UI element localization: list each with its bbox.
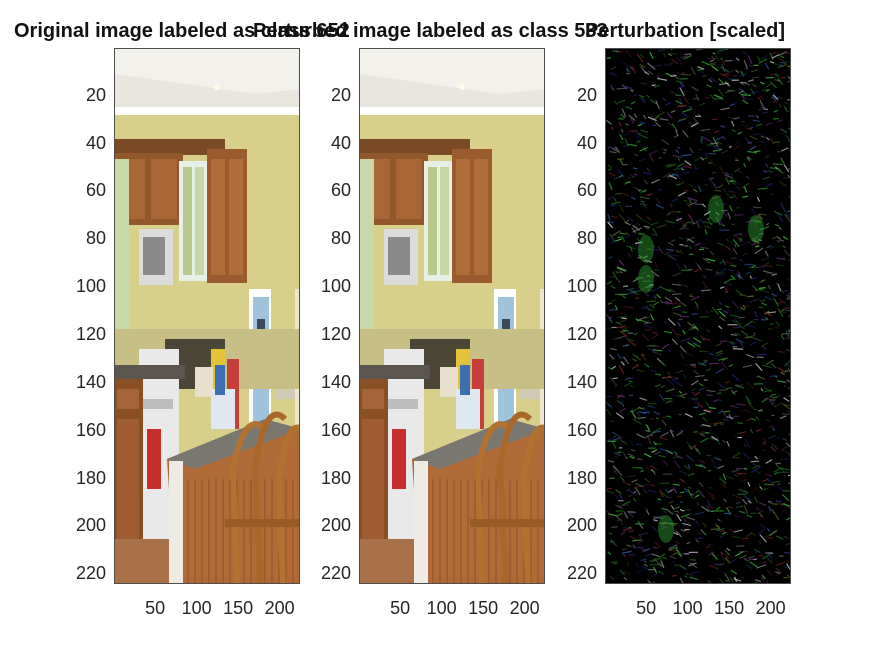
window bbox=[115, 159, 129, 329]
y-tick-label: 100 bbox=[566, 276, 597, 297]
panel-3-title: Perturbation [scaled] bbox=[585, 20, 786, 42]
x-tick-label: 100 bbox=[672, 598, 703, 618]
y-tick-label: 220 bbox=[566, 563, 597, 584]
panel-3-image-axes bbox=[605, 48, 791, 584]
x-tick-label: 150 bbox=[223, 598, 254, 618]
chair bbox=[229, 421, 268, 583]
y-tick-label: 220 bbox=[75, 563, 106, 584]
y-tick-label: 20 bbox=[576, 84, 597, 105]
y-tick-label: 200 bbox=[320, 515, 351, 536]
panel-1-image-axes bbox=[114, 48, 300, 584]
panel-2-title: Perturbed image labeled as class 533 bbox=[253, 20, 608, 42]
upper-cabinet-trim bbox=[360, 139, 470, 155]
x-tick-label: 200 bbox=[755, 598, 786, 618]
chair bbox=[474, 421, 513, 583]
upper-cabinet-trim bbox=[115, 139, 225, 155]
y-tick-label: 20 bbox=[330, 84, 351, 105]
y-tick-label: 60 bbox=[330, 180, 351, 201]
x-tick-label: 100 bbox=[426, 598, 457, 618]
y-tick-label: 120 bbox=[320, 323, 351, 344]
y-tick-label: 160 bbox=[75, 419, 106, 440]
y-tick-label: 140 bbox=[320, 371, 351, 392]
x-tick-label: 50 bbox=[636, 598, 657, 618]
towel bbox=[147, 429, 161, 489]
chair bbox=[496, 411, 533, 583]
y-tick-label: 20 bbox=[85, 84, 106, 105]
y-tick-label: 200 bbox=[566, 515, 597, 536]
y-tick-label: 60 bbox=[576, 180, 597, 201]
x-tick-label: 100 bbox=[181, 598, 212, 618]
x-tick-label: 200 bbox=[509, 598, 540, 618]
x-tick-label: 50 bbox=[390, 598, 411, 618]
y-tick-label: 40 bbox=[576, 132, 597, 153]
y-tick-label: 80 bbox=[85, 228, 106, 249]
kitchen-photo bbox=[360, 49, 544, 583]
y-tick-label: 60 bbox=[85, 180, 106, 201]
y-tick-label: 120 bbox=[566, 323, 597, 344]
towel bbox=[392, 429, 406, 489]
panel-1-title: Original image labeled as class 652 bbox=[14, 20, 350, 42]
y-tick-label: 180 bbox=[320, 467, 351, 488]
y-tick-label: 40 bbox=[330, 132, 351, 153]
y-tick-label: 180 bbox=[566, 467, 597, 488]
perturbation-noise bbox=[606, 49, 790, 583]
y-tick-label: 160 bbox=[320, 419, 351, 440]
x-tick-label: 200 bbox=[264, 598, 295, 618]
y-tick-label: 100 bbox=[75, 276, 106, 297]
y-tick-label: 220 bbox=[320, 563, 351, 584]
y-tick-label: 140 bbox=[566, 371, 597, 392]
y-tick-label: 140 bbox=[75, 371, 106, 392]
y-tick-label: 160 bbox=[566, 419, 597, 440]
kitchen-photo bbox=[115, 49, 299, 583]
panel-2-image-axes bbox=[359, 48, 545, 584]
chair bbox=[520, 424, 544, 583]
y-tick-label: 40 bbox=[85, 132, 106, 153]
x-tick-label: 150 bbox=[714, 598, 745, 618]
y-tick-label: 80 bbox=[330, 228, 351, 249]
x-tick-label: 150 bbox=[468, 598, 499, 618]
y-tick-label: 180 bbox=[75, 467, 106, 488]
y-tick-label: 120 bbox=[75, 323, 106, 344]
y-tick-label: 200 bbox=[75, 515, 106, 536]
x-tick-label: 50 bbox=[145, 598, 166, 618]
chair bbox=[275, 424, 299, 583]
chair bbox=[251, 411, 288, 583]
y-tick-label: 100 bbox=[320, 276, 351, 297]
y-tick-label: 80 bbox=[576, 228, 597, 249]
window bbox=[360, 159, 374, 329]
